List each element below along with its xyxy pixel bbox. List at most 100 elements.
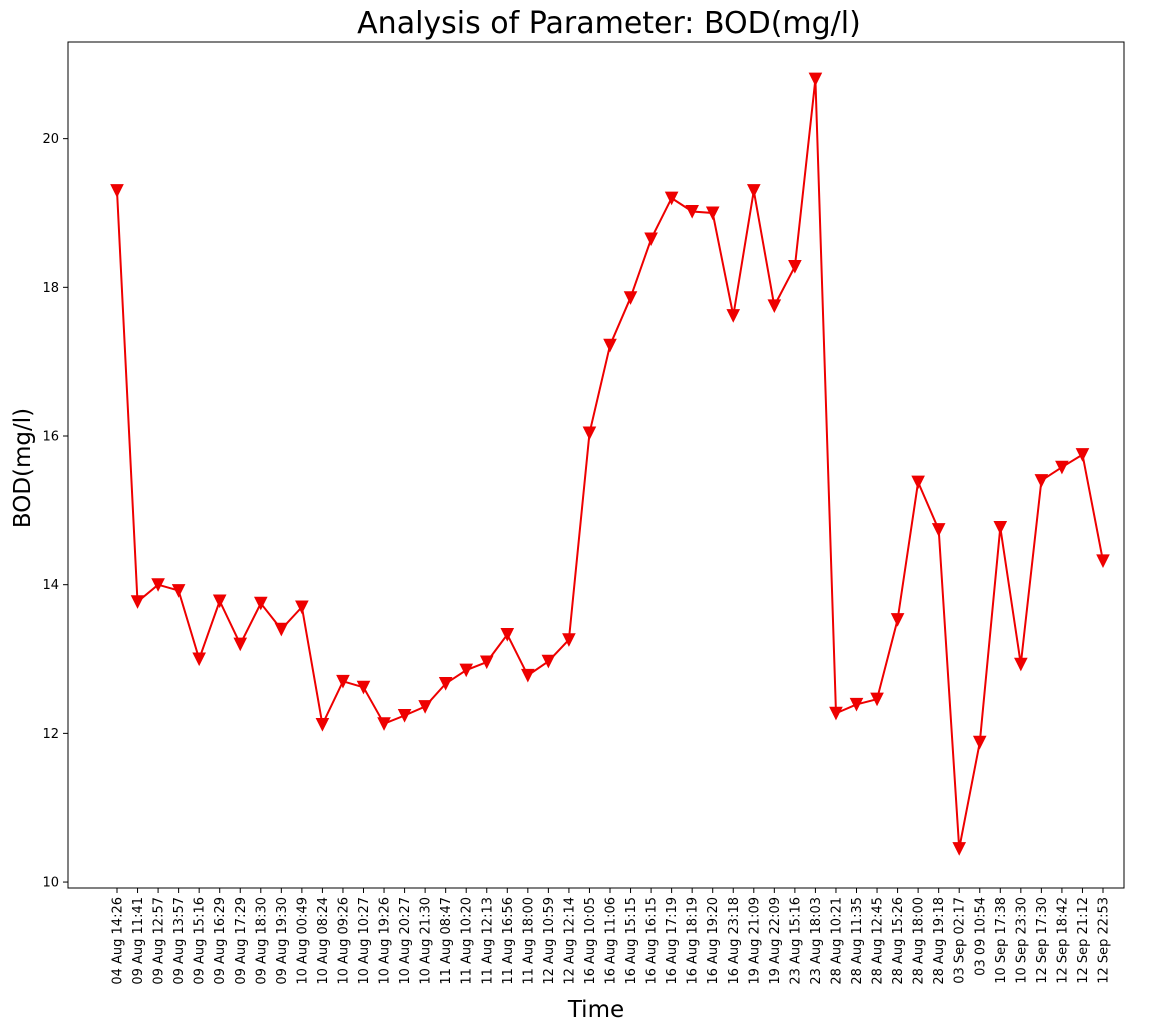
x-tick-label: 09 Aug 15:16 (193, 897, 208, 985)
chart-title: Analysis of Parameter: BOD(mg/l) (357, 6, 861, 41)
data-point-marker (870, 692, 884, 707)
y-tick-label: 10 (42, 876, 59, 891)
data-point-marker (192, 652, 206, 667)
data-point-marker (664, 191, 679, 206)
x-tick-label: 10 Aug 20:27 (398, 897, 413, 985)
x-tick-label: 28 Aug 15:26 (891, 897, 906, 985)
x-tick-label: 09 Aug 16:29 (213, 897, 228, 985)
data-point-marker (849, 697, 864, 712)
x-tick-label: 11 Aug 12:13 (480, 897, 495, 985)
bod-series-line (116, 79, 1104, 849)
data-point-marker (377, 717, 391, 731)
data-point-marker (603, 338, 617, 353)
data-point-marker (1096, 554, 1110, 569)
x-tick-label: 12 Aug 12:14 (562, 897, 577, 985)
x-tick-label: 03 Sep 02:17 (953, 897, 968, 984)
data-point-marker (500, 627, 515, 642)
data-point-marker (788, 260, 802, 274)
data-point-marker (253, 596, 268, 611)
data-point-marker (644, 232, 658, 247)
x-axis-label: Time (567, 997, 624, 1023)
data-point-marker (972, 735, 987, 750)
x-tick-label: 09 Aug 19:30 (275, 897, 290, 985)
data-point-marker (459, 663, 474, 678)
x-tick-label: 10 Sep 23:30 (1014, 897, 1029, 984)
data-point-marker (295, 600, 309, 615)
y-tick-label: 18 (42, 281, 59, 296)
x-axis: 04 Aug 14:26 09 Aug 11:41 09 Aug 12:57 09 A… (111, 888, 1112, 985)
x-tick-label: 10 Aug 09:26 (336, 897, 351, 985)
x-tick-label: 09 Aug 11:41 (131, 897, 146, 985)
data-point-marker (1014, 657, 1028, 672)
x-tick-label: 09 Aug 13:57 (172, 897, 187, 985)
x-tick-label: 12 Aug 10:59 (542, 897, 557, 985)
data-point-marker (705, 206, 720, 221)
data-point-marker (562, 633, 576, 647)
x-tick-label: 23 Aug 18:03 (809, 897, 824, 985)
plot-frame (67, 41, 1125, 889)
data-point-marker (418, 700, 432, 714)
x-tick-label: 19 Aug 21:09 (747, 897, 762, 985)
y-tick-label: 16 (42, 430, 59, 445)
x-tick-label: 04 Aug 14:26 (111, 897, 126, 985)
data-point-marker (130, 595, 145, 609)
x-tick-label: 11 Aug 16:56 (501, 897, 516, 985)
x-tick-label: 10 Aug 10:27 (357, 897, 372, 985)
data-point-marker (767, 299, 782, 314)
data-point-marker (541, 654, 556, 669)
data-point-marker (151, 578, 165, 592)
x-tick-label: 16 Aug 15:15 (624, 897, 639, 985)
x-tick-label: 28 Aug 10:21 (829, 897, 844, 985)
data-point-marker (808, 72, 823, 87)
data-point-marker (315, 717, 330, 732)
x-tick-label: 12 Sep 21:12 (1076, 897, 1091, 984)
x-tick-label: 12 Sep 18:42 (1055, 897, 1070, 984)
x-tick-label: 09 Aug 17:29 (234, 897, 249, 985)
x-tick-label: 10 Aug 00:49 (295, 897, 310, 985)
x-tick-label: 03 09 10:54 (973, 897, 988, 976)
data-point-marker (521, 668, 535, 683)
x-tick-label: 23 Aug 15:16 (788, 897, 803, 985)
data-point-marker (911, 475, 925, 490)
data-point-marker (233, 637, 248, 652)
data-point-marker (171, 584, 186, 598)
data-point-marker (685, 204, 699, 219)
data-point-marker (726, 309, 741, 323)
x-tick-label: 10 Sep 17:38 (994, 897, 1009, 984)
data-point-marker (952, 842, 967, 856)
data-point-marker (356, 680, 371, 695)
data-point-marker (1055, 460, 1069, 475)
data-point-marker (397, 709, 412, 723)
data-point-marker (623, 291, 638, 305)
data-point-marker (582, 426, 597, 441)
x-tick-label: 16 Aug 17:19 (665, 897, 680, 985)
x-tick-label: 28 Aug 18:00 (912, 897, 927, 985)
y-axis-label: BOD(mg/l) (10, 408, 36, 528)
x-tick-label: 16 Aug 11:06 (604, 897, 619, 985)
data-point-marker (931, 523, 946, 537)
x-tick-label: 16 Aug 18:19 (686, 897, 701, 985)
x-tick-label: 11 Aug 18:00 (521, 897, 536, 985)
data-point-marker (890, 613, 905, 627)
data-point-marker (110, 184, 124, 198)
x-tick-label: 11 Aug 10:20 (460, 897, 475, 985)
data-point-marker (212, 594, 227, 609)
data-point-marker (336, 674, 350, 689)
y-tick-label: 14 (42, 578, 59, 593)
x-tick-label: 16 Aug 19:20 (706, 897, 721, 985)
x-tick-label: 16 Aug 16:15 (645, 897, 660, 985)
data-point-marker (1034, 474, 1049, 488)
y-tick-label: 12 (42, 727, 59, 742)
data-point-marker (1075, 448, 1090, 462)
x-tick-label: 09 Aug 18:30 (254, 897, 269, 985)
y-axis: 10 12 14 16 18 20 (42, 132, 68, 891)
x-tick-label: 12 Sep 17:30 (1035, 897, 1050, 984)
x-tick-label: 12 Sep 22:53 (1097, 897, 1112, 984)
x-tick-label: 10 Aug 08:24 (316, 897, 331, 985)
data-point-marker (479, 655, 494, 670)
data-point-marker (829, 706, 843, 721)
x-tick-label: 28 Aug 19:18 (932, 897, 947, 985)
x-tick-label: 10 Aug 19:26 (378, 897, 393, 985)
data-point-marker (746, 184, 761, 198)
